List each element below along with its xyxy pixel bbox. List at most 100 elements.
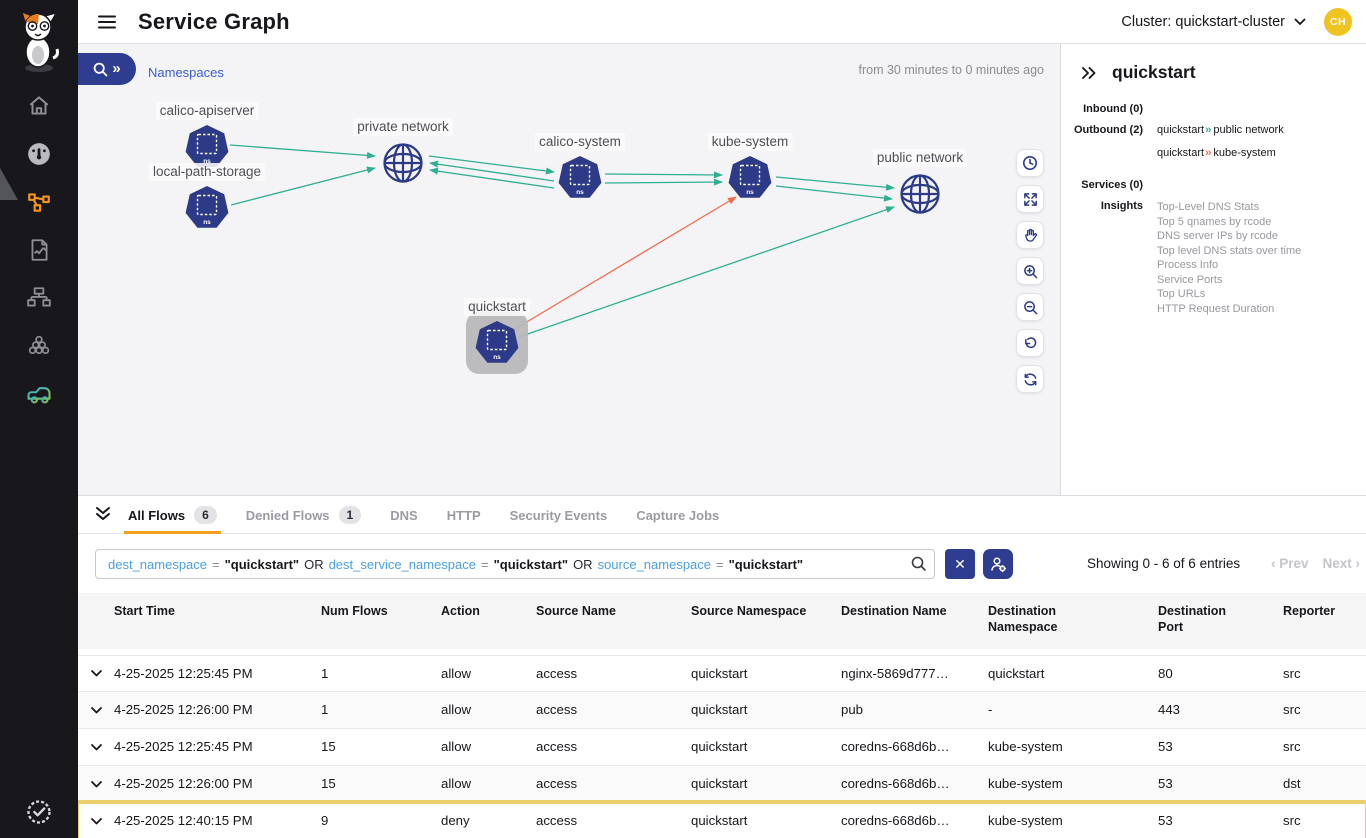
row-expander[interactable] <box>78 766 114 802</box>
sidebar-item-clusters[interactable] <box>25 332 53 360</box>
tab-capture-jobs[interactable]: Capture Jobs <box>634 496 721 534</box>
column-header[interactable]: Action <box>441 604 480 618</box>
outbound-entry[interactable]: quickstart ›› public network <box>1157 124 1366 136</box>
graph-node-private-network[interactable] <box>382 142 426 186</box>
column-header[interactable]: Source Namespace <box>691 604 807 618</box>
insight-link[interactable]: Top URLs <box>1157 288 1206 300</box>
sidebar-item-policies[interactable] <box>25 236 53 264</box>
chevrons-right-icon[interactable] <box>1081 66 1097 80</box>
namespace-node-icon: ns <box>185 186 229 228</box>
row-expander[interactable] <box>78 692 114 728</box>
tab-dns[interactable]: DNS <box>388 496 419 534</box>
flows-filter-input[interactable]: dest_namespace = "quickstart" OR dest_servic… <box>95 549 935 579</box>
row-expander[interactable] <box>78 656 114 691</box>
svg-text:ns: ns <box>576 189 584 196</box>
graph-node-local-path-storage[interactable]: ns <box>185 186 229 230</box>
column-header[interactable]: Reporter <box>1283 604 1336 618</box>
graph-edge <box>604 178 723 186</box>
history-clock-button[interactable] <box>1016 149 1044 177</box>
graph-node-quickstart[interactable]: ns <box>466 312 528 374</box>
graph-edge <box>429 160 555 182</box>
row-expander[interactable] <box>78 729 114 765</box>
graph-edge <box>518 206 895 338</box>
service-graph-icon <box>28 193 50 212</box>
sidebar-item-network[interactable] <box>25 284 53 312</box>
graph-edge <box>775 185 893 202</box>
outbound-entry[interactable]: quickstart ›› kube-system <box>1157 147 1366 159</box>
graph-node-public-network[interactable] <box>899 173 943 217</box>
chevrons-down-icon[interactable] <box>94 506 112 522</box>
tab-http[interactable]: HTTP <box>445 496 483 534</box>
cell-num_flows: 9 <box>321 813 329 828</box>
cell-source_namespace: quickstart <box>691 813 748 828</box>
user-settings-button[interactable] <box>983 549 1013 579</box>
pagination: ‹ Prev Next › <box>1271 556 1360 571</box>
zoom-out-button[interactable] <box>1016 293 1044 321</box>
tab-all-flows[interactable]: All Flows 6 <box>124 496 221 534</box>
outbound-row: Outbound (2) quickstart ›› public network q… <box>1061 124 1366 170</box>
insight-link[interactable]: Process Info <box>1157 259 1219 271</box>
cluster-selector[interactable]: Cluster: quickstart-cluster <box>1121 14 1306 30</box>
refresh-button[interactable] <box>1016 365 1044 393</box>
fit-view-button[interactable] <box>1016 185 1044 213</box>
avatar[interactable]: CH <box>1324 7 1352 36</box>
column-header[interactable]: Num Flows <box>321 604 388 618</box>
sidebar-item-workloads-car[interactable] <box>25 380 53 408</box>
table-row[interactable]: 4-25-2025 12:40:15 PM 9 deny access quicksta… <box>78 800 1366 838</box>
cell-dest_port: 53 <box>1158 776 1173 791</box>
column-header[interactable]: Destination Name <box>841 604 947 618</box>
sidebar <box>0 0 78 838</box>
column-header[interactable]: Start Time <box>114 604 175 618</box>
graph-node-calico-system[interactable]: ns <box>558 156 602 200</box>
sidebar-item-home[interactable] <box>25 92 53 120</box>
tab-denied-flows[interactable]: Denied Flows 1 <box>244 496 363 534</box>
insight-link[interactable]: Top level DNS stats over time <box>1157 244 1302 257</box>
tab-security-events[interactable]: Security Events <box>508 496 610 534</box>
chevrons-right-icon: ›› <box>1205 147 1211 159</box>
insight-link[interactable]: Top 5 qnames by rcode <box>1157 215 1272 228</box>
graph-node-calico-apiserver[interactable]: ns <box>185 125 229 169</box>
filter-token-op: = <box>212 556 220 572</box>
table-row[interactable]: 4-25-2025 12:25:45 PM 15 allow access quicks… <box>78 729 1366 766</box>
calico-cat-logo[interactable] <box>17 8 61 74</box>
clear-filter-button[interactable]: ✕ <box>945 549 975 579</box>
graph-node-label: kube-system <box>707 133 793 151</box>
table-row[interactable]: 4-25-2025 12:25:45 PM 1 allow access quickst… <box>78 655 1366 692</box>
tab-label: DNS <box>390 507 418 523</box>
table-row[interactable]: 4-25-2025 12:26:00 PM 15 allow access quicks… <box>78 766 1366 803</box>
insight-link[interactable]: HTTP Request Duration <box>1157 302 1275 315</box>
hamburger-menu-icon[interactable] <box>96 11 118 33</box>
cell-dest_port: 53 <box>1158 739 1173 754</box>
column-header[interactable]: Source Name <box>536 604 616 618</box>
next-button[interactable]: Next › <box>1322 556 1360 571</box>
row-expander[interactable] <box>78 803 114 838</box>
graph-node-label: private network <box>353 118 453 136</box>
graph-node-kube-system[interactable]: ns <box>728 156 772 200</box>
sidebar-item-dashboard[interactable] <box>25 140 53 168</box>
insight-link[interactable]: DNS server IPs by rcode <box>1157 230 1279 242</box>
prev-button[interactable]: ‹ Prev <box>1270 556 1309 571</box>
search-icon[interactable] <box>911 556 927 572</box>
column-header[interactable]: Destination Namespace <box>988 604 1058 634</box>
undo-button[interactable] <box>1016 329 1044 357</box>
user-gear-icon <box>990 556 1006 572</box>
breadcrumb[interactable]: Namespaces <box>148 65 224 80</box>
hand-icon <box>1024 228 1037 242</box>
flows-table-body: 4-25-2025 12:25:45 PM 1 allow access quickst… <box>78 655 1366 838</box>
pan-hand-button[interactable] <box>1016 221 1044 249</box>
insight-link[interactable]: Service Ports <box>1157 273 1223 286</box>
flows-table-header: Start Time Num Flows Action Source Name Sour… <box>78 593 1366 649</box>
cell-start_time: 4-25-2025 12:25:45 PM <box>114 666 253 681</box>
service-graph-canvas[interactable]: ns calico-apiserver ns local-path-storage pr… <box>78 44 1060 495</box>
policy-doc-icon <box>31 239 48 261</box>
cell-dest_namespace: kube-system <box>988 813 1063 828</box>
table-row[interactable]: 4-25-2025 12:26:00 PM 1 allow access quickst… <box>78 692 1366 729</box>
details-panel-body: Inbound (0) Outbound (2) quickstart ›› pub… <box>1061 103 1366 316</box>
zoom-in-button[interactable] <box>1016 257 1044 285</box>
clock-icon <box>1023 156 1037 170</box>
sidebar-compliance[interactable] <box>0 798 78 826</box>
sidebar-item-service-graph[interactable] <box>25 188 53 216</box>
column-header[interactable]: Destination Port <box>1158 604 1227 634</box>
insight-link[interactable]: Top-Level DNS Stats <box>1157 201 1260 213</box>
graph-search-flyout-button[interactable]: » <box>78 53 136 85</box>
